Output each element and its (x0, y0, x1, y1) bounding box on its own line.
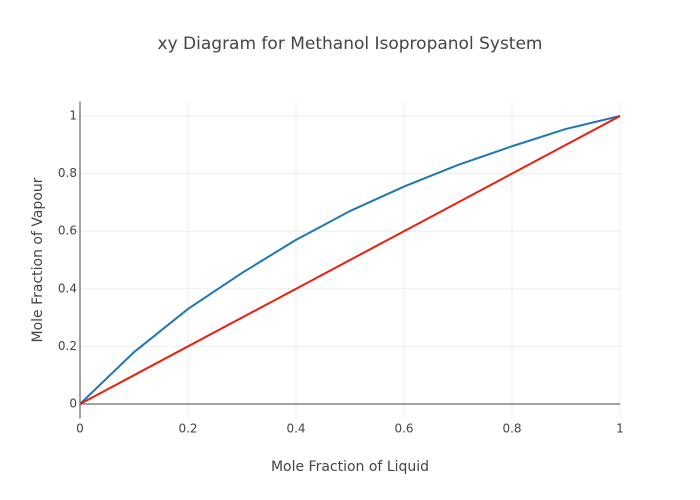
y-tick-label: 0.4 (58, 281, 77, 295)
y-axis-title: Mole Fraction of Vapour (30, 177, 46, 342)
data-line (79, 115, 621, 405)
x-tick-label: 0.2 (178, 422, 197, 436)
y-tick-label: 0.8 (58, 166, 77, 180)
x-tick-label: 0 (76, 422, 84, 436)
data-line (79, 115, 621, 405)
x-tick-label: 1 (616, 422, 624, 436)
x-tick-label: 0.6 (394, 422, 413, 436)
y-tick-label: 0 (69, 397, 77, 411)
y-tick-label: 0.2 (58, 339, 77, 353)
x-tick-label: 0.4 (286, 422, 305, 436)
chart-title: xy Diagram for Methanol Isopropanol Syst… (158, 34, 543, 54)
x-axis-title: Mole Fraction of Liquid (271, 459, 429, 475)
y-tick-label: 1 (69, 109, 77, 123)
x-tick-label: 0.8 (502, 422, 521, 436)
y-tick-label: 0.6 (58, 224, 77, 238)
